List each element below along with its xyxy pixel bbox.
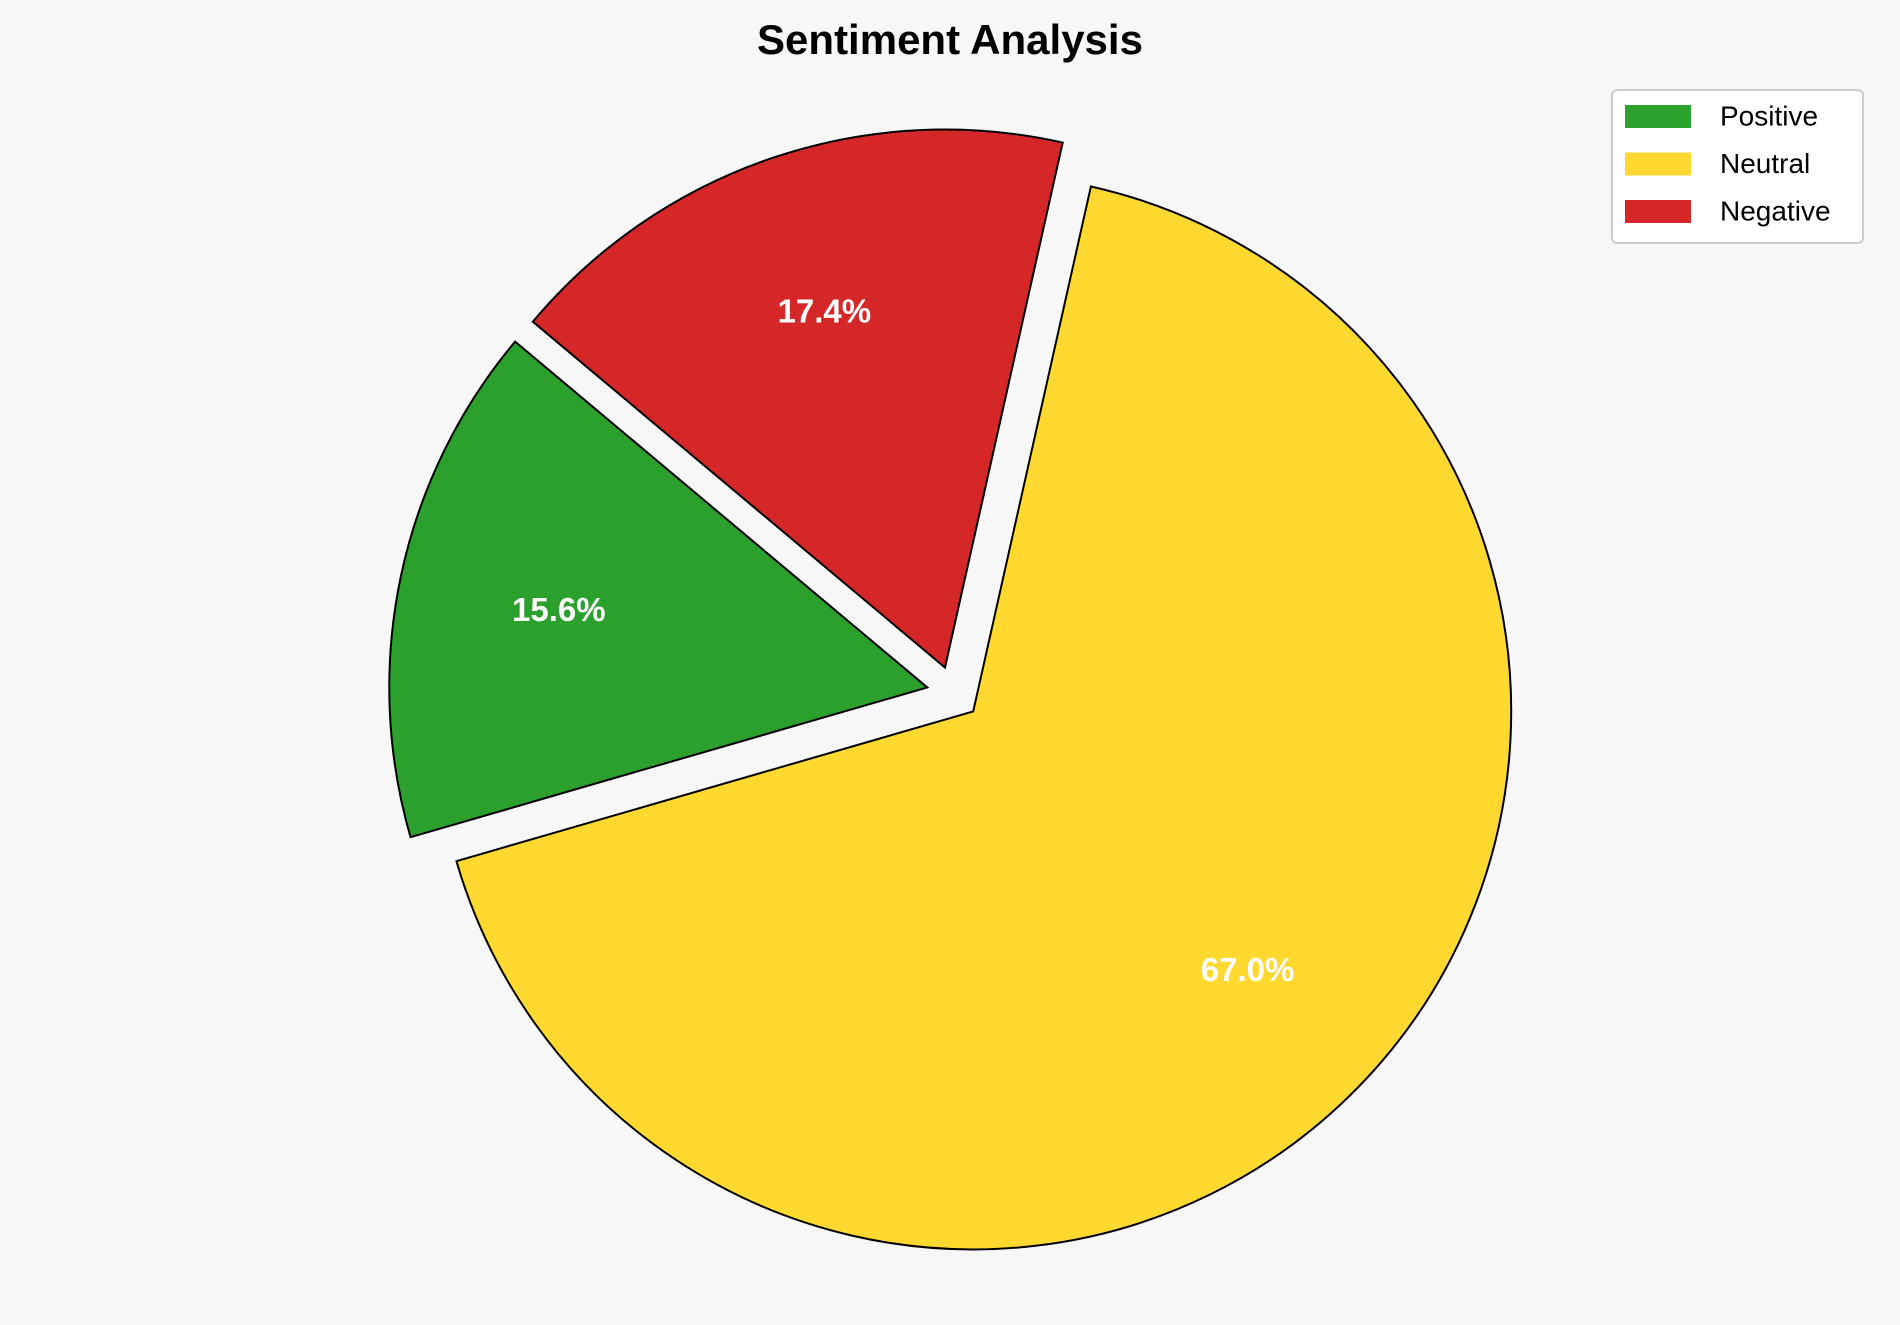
chart-title: Sentiment Analysis (757, 16, 1143, 63)
pie-wedge-negative (531, 128, 1064, 670)
pct-label-neutral: 67.0% (1201, 951, 1295, 988)
legend-label-negative: Negative (1720, 196, 1831, 227)
pie-wedge-positive (388, 340, 930, 839)
legend-swatch-negative (1625, 200, 1691, 223)
legend: Positive Neutral Negative (1611, 89, 1864, 244)
pct-label-negative: 17.4% (778, 292, 872, 329)
pct-label-positive: 15.6% (512, 591, 606, 628)
legend-swatch-positive (1625, 105, 1691, 128)
legend-label-neutral: Neutral (1720, 148, 1810, 179)
legend-swatch-neutral (1625, 152, 1691, 176)
pie-wedge-neutral (455, 185, 1513, 1251)
legend-label-positive: Positive (1720, 101, 1818, 132)
